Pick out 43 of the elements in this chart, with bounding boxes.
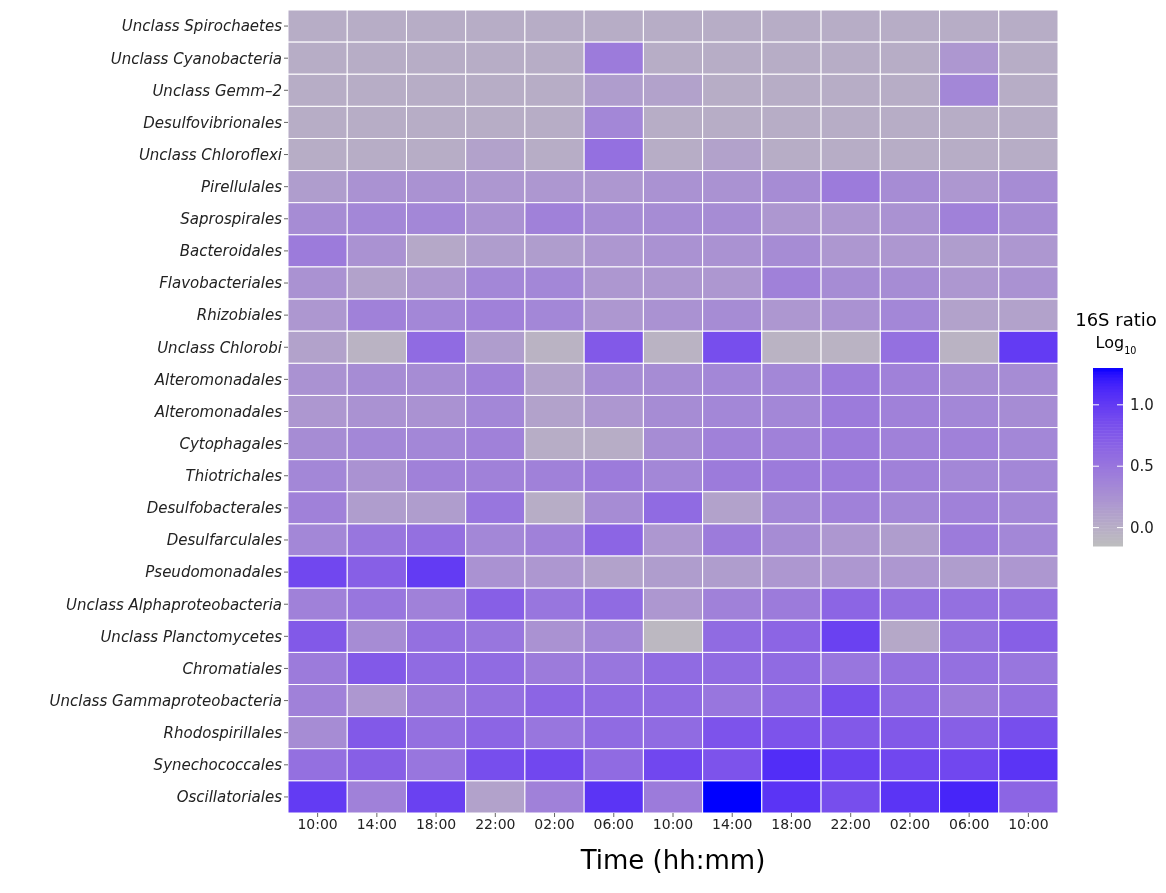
x-tick-label: 06:00 (593, 815, 634, 832)
x-tick-label: 06:00 (948, 815, 990, 832)
color-bar-label: 0.5 (1130, 457, 1154, 476)
y-tick-label: Pseudomonadales (145, 563, 283, 582)
y-tick-label: Synechococcales (153, 756, 283, 775)
y-tick-label: Pirellulales (200, 177, 283, 196)
y-tick-label: Desulfobacterales (146, 499, 283, 518)
y-tick-label: Desulfarculales (166, 531, 283, 550)
color-bar-label: 0.0 (1130, 518, 1154, 537)
y-tick-label: Oscillatoriales (176, 788, 283, 807)
y-tick-label: Cytophagales (179, 434, 283, 453)
x-tick-label: 18:00 (415, 815, 457, 832)
x-tick-label: 02:00 (889, 815, 931, 832)
y-tick-label: Unclass Cyanobacteria (110, 49, 282, 68)
y-tick-label: Chromatiales (182, 659, 283, 678)
y-tick-label: Alteromonadales (153, 402, 283, 421)
y-tick-label: Unclass Chlorobi (157, 338, 283, 357)
y-tick-label: Unclass Chloroflexi (138, 145, 283, 164)
x-tick-label: 10:00 (652, 815, 694, 832)
y-tick-label: Unclass Gemm–2 (152, 81, 282, 100)
color-bar-label: 1.0 (1130, 395, 1154, 414)
x-tick-label: 22:00 (830, 815, 871, 832)
x-tick-label: 02:00 (534, 815, 575, 832)
x-tick-label: 14:00 (356, 815, 398, 832)
y-tick-label: Bacteroidales (179, 242, 283, 261)
y-tick-label: Unclass Gammaproteobacteria (49, 691, 282, 710)
x-axis-title: Time (hh:mm) (579, 845, 766, 876)
y-tick-label: Rhizobiales (196, 306, 283, 325)
y-tick-label: Unclass Alphaproteobacteria (66, 595, 282, 614)
y-tick-label: Desulfovibrionales (143, 113, 283, 132)
y-tick-label: Unclass Spirochaetes (121, 17, 283, 36)
x-tick-label: 14:00 (712, 815, 753, 832)
y-tick-label: Alteromonadales (153, 370, 283, 389)
x-tick-label: 10:00 (297, 815, 338, 832)
y-tick-label: Rhodospirillales (163, 724, 283, 743)
y-tick-label: Unclass Planctomycetes (100, 627, 283, 646)
y-tick-label: Saprospirales (180, 210, 283, 229)
y-tick-label: Flavobacteriales (159, 274, 283, 293)
x-tick-label: 10:00 (1008, 815, 1049, 832)
y-tick-label: Thiotrichales (185, 467, 283, 486)
x-tick-label: 22:00 (475, 815, 516, 832)
color-bar-title: 16S ratio Log$_{10}$ (1075, 309, 1157, 356)
x-tick-label: 18:00 (771, 815, 812, 832)
